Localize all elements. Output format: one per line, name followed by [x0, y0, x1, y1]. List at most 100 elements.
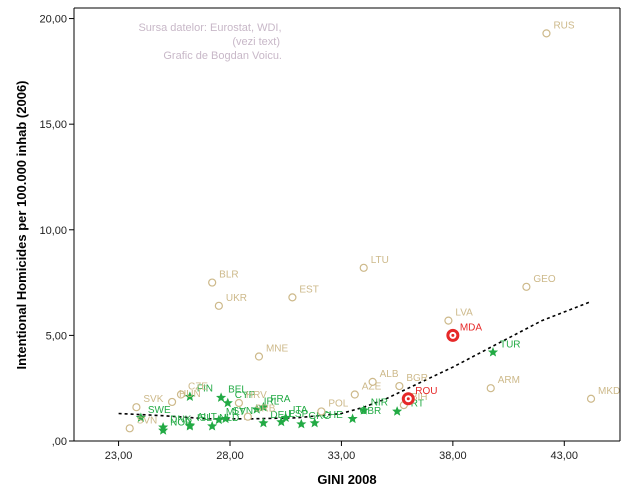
point-label-aze: AZE: [362, 382, 382, 393]
point-fra: [258, 401, 269, 412]
point-label-lva: LVA: [455, 308, 473, 319]
point-label-gbr: GBR: [360, 406, 382, 417]
point-label-est: EST: [299, 284, 318, 295]
point-label-tur: TUR: [500, 339, 521, 350]
point-est: [288, 293, 297, 302]
point-label-nld: NLD: [219, 413, 239, 424]
point-cze: [176, 390, 186, 399]
point-label-nor: NOR: [170, 417, 192, 428]
point-fin: [184, 391, 195, 401]
point-label-bih: BIH: [411, 392, 428, 403]
point-center-mda: [451, 333, 455, 337]
y-tick-label: 20,00: [39, 14, 67, 26]
point-label-srb: SRB: [255, 404, 276, 415]
point-label-bel: BEL: [228, 385, 247, 396]
credit-line-3: Grafic de Bogdan Voicu.: [163, 50, 282, 62]
point-label-esp: ESP: [288, 409, 308, 420]
point-prt: [392, 406, 403, 416]
point-svn: [220, 413, 231, 424]
y-tick-label: 15,00: [39, 119, 67, 131]
point-label-bgr: BGR: [406, 373, 428, 384]
y-tick-label: 10,00: [39, 225, 67, 237]
point-label-mkd: MKD: [598, 386, 620, 397]
point-label-alb: ALB: [380, 369, 399, 380]
point-lva: [444, 316, 453, 325]
y-axis-title: Intentional Homicides per 100.000 inhab …: [14, 81, 29, 370]
point-gbr: [347, 413, 358, 424]
point-label-rus: RUS: [553, 20, 574, 31]
point-hrv: [234, 398, 244, 408]
point-label-geo: GEO: [533, 274, 555, 285]
axes-layer: 23,00 28,00 33,00 38,00 43,00 ,00 5,00 10,00 15,…: [39, 7, 621, 462]
point-label-fin: FIN: [197, 384, 213, 395]
point-label-cyp: CYP: [235, 390, 256, 401]
point-bel: [216, 392, 227, 402]
point-label-mda: MDA: [460, 322, 483, 333]
point-label-arm: ARM: [498, 375, 520, 386]
point-svn: [125, 424, 134, 433]
point-grc: [296, 418, 307, 429]
point-label-nir: NIR: [371, 397, 388, 408]
point-center-rou: [406, 397, 410, 401]
point-arm: [486, 384, 495, 393]
point-alb: [368, 377, 377, 386]
point-label-ukr: UKR: [226, 293, 247, 304]
x-tick-label: 33,00: [328, 450, 356, 462]
point-aze: [350, 390, 359, 399]
point-label-che: CHE: [322, 410, 343, 421]
point-mkd: [586, 394, 596, 403]
point-label-grc: GRC: [308, 411, 330, 422]
point-hun: [167, 397, 177, 407]
point-label-svn: SVN: [137, 415, 158, 426]
point-rus: [542, 29, 551, 38]
point-label-fra: FRA: [270, 394, 290, 405]
point-mne: [254, 352, 264, 361]
point-pol: [317, 407, 326, 416]
x-tick-label: 43,00: [551, 450, 579, 462]
point-label-irl: IRL: [264, 396, 280, 407]
x-tick-label: 38,00: [439, 450, 467, 462]
y-tick-label: 5,00: [46, 330, 67, 342]
point-label-svn: SVN: [233, 406, 254, 417]
point-label-cze: CZE: [188, 382, 208, 393]
point-isl: [184, 420, 195, 431]
source-credits: Sursa datelor: Eurostat, WDI, (vezi text…: [138, 22, 282, 62]
point-nor: [158, 425, 169, 435]
point-blr: [208, 278, 217, 287]
point-label-ita: ITA: [293, 405, 308, 416]
point-label-mlt: MLT: [226, 407, 245, 418]
y-tick-label: ,00: [52, 436, 67, 448]
credit-line-1: Sursa datelor: Eurostat, WDI,: [138, 22, 281, 34]
point-label-mne: MNE: [266, 344, 289, 355]
point-label-pol: POL: [328, 398, 348, 409]
point-ukr: [214, 301, 223, 310]
point-geo: [522, 282, 531, 291]
point-label-isl: ISL: [197, 413, 212, 424]
point-ltu: [359, 263, 368, 272]
point-label-swe: SWE: [148, 405, 171, 416]
point-label-blr: BLR: [219, 270, 238, 281]
point-ita: [280, 412, 291, 423]
point-label-deu: DEU: [270, 410, 291, 421]
point-label-prt: PRT: [404, 398, 424, 409]
credit-line-2: (vezi text): [232, 36, 280, 48]
point-label-hun: HUN: [179, 389, 201, 400]
x-tick-label: 28,00: [216, 450, 244, 462]
point-srb: [243, 412, 252, 421]
point-label-dnk: DNK: [170, 414, 191, 425]
point-swe: [135, 412, 146, 423]
plot-background: [74, 8, 620, 441]
point-label-svk: SVK: [143, 394, 163, 405]
point-nld: [207, 420, 218, 431]
point-cyp: [222, 397, 233, 408]
x-axis-title: GINI 2008: [317, 472, 376, 487]
point-deu: [258, 417, 269, 428]
point-bgr: [395, 381, 404, 391]
point-label-rou: ROU: [415, 386, 437, 397]
point-label-aut: AUT: [197, 412, 217, 423]
point-nir: [358, 405, 369, 415]
point-label-hrv: HRV: [246, 390, 267, 401]
point-irl: [251, 403, 262, 414]
